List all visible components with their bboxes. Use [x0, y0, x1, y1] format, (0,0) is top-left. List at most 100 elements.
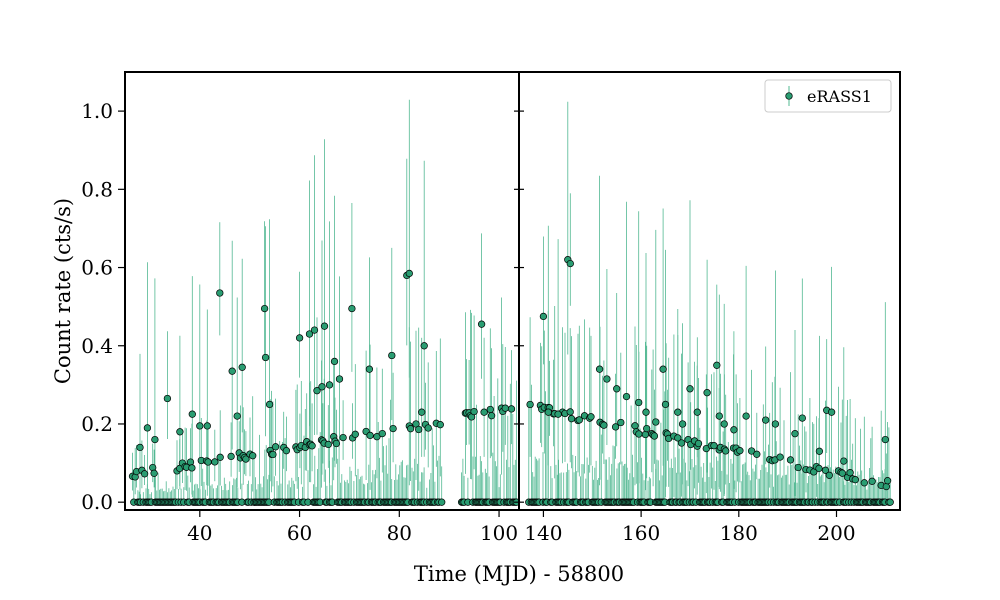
right-data-point	[674, 408, 682, 416]
right-data-point	[650, 432, 659, 440]
left-data-point	[282, 447, 291, 455]
left-data-point	[151, 435, 159, 444]
left-data-point	[389, 424, 397, 433]
right-data-point	[575, 416, 583, 424]
left-data-point	[420, 342, 428, 350]
right-data-point	[821, 466, 830, 474]
legend-marker	[785, 92, 793, 100]
legend-box	[764, 79, 892, 113]
right-data-point	[753, 450, 761, 458]
y-tick-label: 0.0	[81, 490, 113, 514]
right-data-point	[882, 482, 890, 491]
right-data-point	[815, 447, 824, 455]
right-data-point	[747, 447, 756, 455]
right-data-point	[722, 447, 730, 455]
right-data-point	[825, 471, 833, 479]
right-data-point	[715, 412, 723, 420]
left-data-point	[373, 433, 381, 441]
y-tick-label: 0.2	[81, 412, 113, 436]
left-data-point	[348, 304, 356, 313]
left-data-point	[325, 381, 334, 389]
left-data-point	[507, 405, 516, 413]
left-data-point	[249, 452, 257, 460]
left-data-point	[238, 363, 246, 371]
left-data-point	[163, 394, 172, 403]
right-data-point	[720, 420, 728, 428]
right-data-point	[840, 457, 848, 465]
left-data-point	[313, 387, 321, 395]
right-data-point	[686, 385, 694, 393]
right-data-point	[617, 418, 625, 427]
right-data-point	[827, 408, 836, 416]
left-data-point	[295, 334, 304, 342]
right-data-point	[587, 413, 595, 421]
right-x-tick-label: 180	[720, 521, 758, 545]
right-data-point	[567, 415, 576, 423]
right-data-point	[786, 456, 795, 464]
right-data-point	[642, 408, 650, 416]
left-data-point	[365, 365, 374, 373]
right-data-point	[868, 477, 876, 485]
right-data-point	[762, 416, 770, 424]
right-errorbars	[528, 101, 891, 503]
right-points	[525, 256, 894, 506]
left-data-point	[140, 470, 149, 478]
left-data-point	[308, 442, 316, 450]
left-data-point	[332, 439, 341, 448]
left-data-point	[188, 410, 196, 418]
right-data-point	[776, 453, 784, 461]
right-data-point	[846, 469, 854, 477]
left-points	[128, 269, 521, 506]
left-data-point	[260, 304, 269, 313]
left-data-point	[150, 469, 158, 477]
x-axis-title: Time (MJD) - 58800	[414, 562, 624, 586]
right-data-point	[643, 424, 651, 433]
left-data-point	[378, 429, 386, 438]
left-data-point	[415, 425, 423, 434]
right-data-point	[838, 469, 846, 477]
y-tick-label: 1.0	[81, 99, 113, 123]
left-data-point	[486, 405, 494, 414]
left-data-point	[271, 443, 280, 451]
left-data-point	[265, 400, 274, 409]
right-x-tick-label: 140	[524, 521, 562, 545]
right-data-point	[815, 464, 823, 473]
right-data-point	[694, 439, 703, 448]
right-data-point	[622, 392, 631, 401]
left-data-point	[203, 422, 211, 430]
left-data-point	[228, 367, 236, 375]
left-data-point	[227, 452, 235, 461]
right-data-point	[674, 434, 682, 442]
right-data-point	[886, 498, 894, 506]
right-data-point	[677, 439, 686, 447]
left-errorbars	[132, 99, 517, 503]
right-data-point	[566, 259, 574, 268]
left-data-point	[501, 404, 509, 412]
left-data-point	[436, 421, 444, 429]
right-data-point	[526, 400, 534, 409]
y-tick-label: 0.6	[81, 256, 113, 280]
right-data-point	[641, 430, 650, 439]
right-data-point	[635, 398, 643, 407]
left-data-point	[470, 407, 478, 416]
left-data-point	[204, 458, 212, 466]
right-data-point	[635, 430, 643, 438]
right-data-point	[703, 389, 711, 397]
left-data-point	[418, 408, 426, 416]
right-data-point	[883, 477, 892, 485]
right-data-point	[661, 400, 670, 409]
y-tick-label: 0.8	[81, 177, 113, 201]
left-x-tick-label: 40	[187, 521, 212, 545]
left-data-point	[339, 433, 347, 442]
right-data-point	[791, 430, 799, 438]
left-data-point	[310, 326, 319, 334]
left-data-point	[196, 422, 204, 430]
right-data-point	[860, 479, 868, 487]
right-data-point	[678, 420, 687, 428]
right-data-point	[652, 418, 660, 426]
right-data-point	[771, 420, 780, 428]
legend-label: eRASS1	[807, 87, 872, 106]
y-axis-title: Count rate (cts/s)	[51, 198, 75, 384]
right-panel: 140 160 180 200	[518, 71, 901, 545]
